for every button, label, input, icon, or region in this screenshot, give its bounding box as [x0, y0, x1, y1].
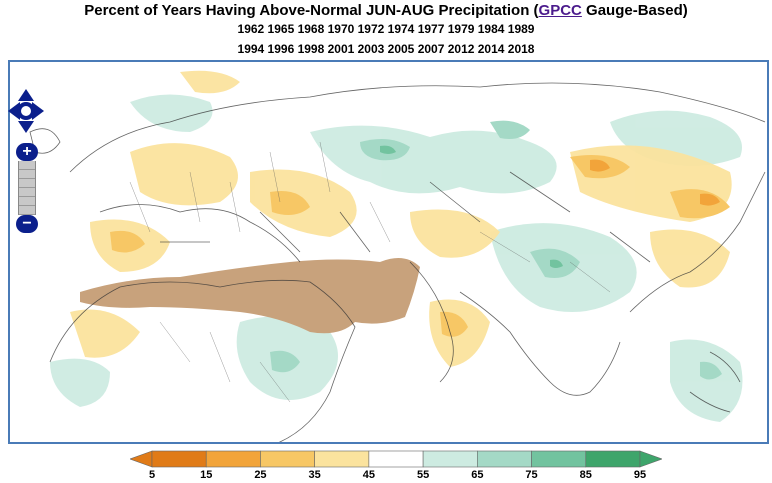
color-legend: 5 15 25 35 45 55 65 75 85 95	[129, 450, 663, 481]
wet-regions-stronger	[380, 145, 563, 268]
legend-tick-label: 45	[362, 469, 375, 481]
dry-season-mask	[80, 258, 420, 334]
title-suffix: Gauge-Based)	[581, 2, 688, 19]
legend-tick-label: 65	[471, 469, 484, 481]
legend-bin	[422, 450, 478, 468]
legend-tick-label: 95	[633, 469, 647, 481]
title-prefix: Percent of Years Having Above-Normal JUN…	[84, 2, 539, 19]
legend-arrow-low	[129, 450, 153, 468]
legend-tick-label: 85	[579, 469, 592, 481]
legend-bin	[368, 450, 424, 468]
map-title: Percent of Years Having Above-Normal JUN…	[0, 2, 772, 20]
gpcc-link[interactable]: GPCC	[538, 2, 582, 19]
legend-tick-label: 15	[200, 469, 213, 481]
legend-bin	[531, 450, 587, 468]
years-line-1: 1962 1965 1968 1970 1972 1974 1977 1979 …	[237, 22, 535, 36]
legend-tick-label: 35	[308, 469, 321, 481]
dry-regions-strong	[590, 159, 720, 206]
map-view[interactable]	[8, 60, 769, 444]
legend-bin	[585, 450, 641, 468]
pan-arrows-icon[interactable]	[8, 89, 44, 133]
zoom-control: + −	[16, 143, 38, 233]
legend-bin	[205, 450, 261, 468]
legend-bin	[477, 450, 532, 468]
zoom-in-icon[interactable]: +	[16, 143, 38, 161]
legend-tick-label: 75	[525, 469, 538, 481]
legend-bin	[260, 450, 315, 468]
precipitation-map	[10, 62, 767, 442]
legend-bin	[151, 450, 207, 468]
legend-tick-label: 55	[416, 469, 430, 481]
zoom-slider[interactable]	[18, 161, 36, 215]
coastlines	[29, 82, 766, 442]
legend-bin	[314, 450, 370, 468]
zoom-out-icon[interactable]: −	[16, 215, 38, 233]
borders	[129, 141, 611, 403]
wet-regions	[50, 94, 743, 422]
legend-arrow-high	[639, 450, 663, 468]
legend-colorbar	[129, 450, 663, 468]
legend-tick-label: 25	[254, 469, 267, 481]
legend-tick-label: 5	[148, 469, 156, 481]
years-line-2: 1994 1996 1998 2001 2003 2005 2007 2012 …	[237, 42, 535, 56]
